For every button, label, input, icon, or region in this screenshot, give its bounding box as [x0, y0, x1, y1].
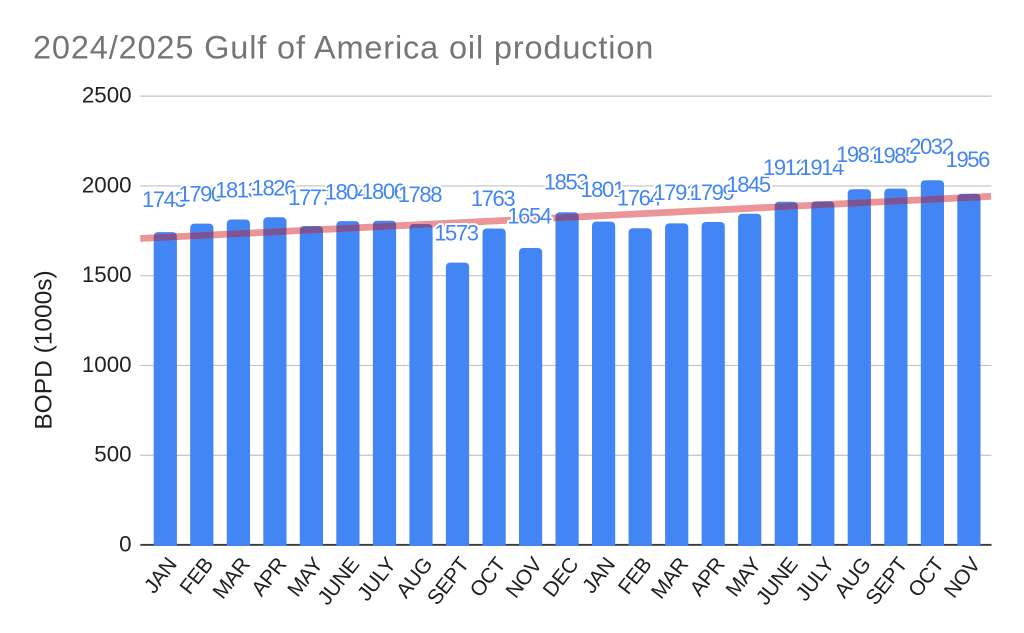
- svg-text:1788: 1788: [398, 182, 443, 207]
- svg-text:1981: 1981: [836, 142, 881, 167]
- svg-text:1813: 1813: [215, 177, 260, 202]
- svg-text:1806: 1806: [361, 179, 406, 204]
- svg-text:1845: 1845: [726, 172, 771, 197]
- svg-text:1912: 1912: [763, 155, 808, 180]
- svg-text:1853: 1853: [544, 170, 589, 195]
- svg-text:1914: 1914: [800, 155, 845, 180]
- svg-text:1790: 1790: [179, 181, 224, 206]
- svg-text:2024/2025 Gulf of America oil: 2024/2025 Gulf of America oil production: [33, 30, 654, 66]
- svg-text:2000: 2000: [82, 172, 132, 197]
- svg-text:1956: 1956: [946, 147, 991, 172]
- svg-text:1791: 1791: [653, 180, 698, 205]
- svg-text:1743: 1743: [142, 187, 187, 212]
- svg-text:1654: 1654: [507, 204, 552, 229]
- svg-text:1799: 1799: [690, 180, 735, 205]
- svg-text:1000: 1000: [82, 352, 132, 377]
- svg-text:1500: 1500: [82, 262, 132, 287]
- svg-text:1763: 1763: [471, 186, 516, 211]
- svg-text:1777: 1777: [288, 185, 333, 210]
- svg-text:0: 0: [119, 531, 131, 556]
- svg-text:1985: 1985: [873, 143, 918, 168]
- svg-text:BOPD (1000s): BOPD (1000s): [31, 270, 58, 429]
- svg-text:2500: 2500: [82, 83, 132, 108]
- svg-text:1826: 1826: [252, 175, 297, 200]
- svg-text:1764: 1764: [617, 185, 662, 210]
- svg-text:500: 500: [94, 442, 131, 467]
- svg-text:1801: 1801: [580, 177, 625, 202]
- svg-text:2032: 2032: [909, 134, 954, 159]
- svg-text:1804: 1804: [325, 180, 370, 205]
- svg-text:1573: 1573: [434, 221, 479, 246]
